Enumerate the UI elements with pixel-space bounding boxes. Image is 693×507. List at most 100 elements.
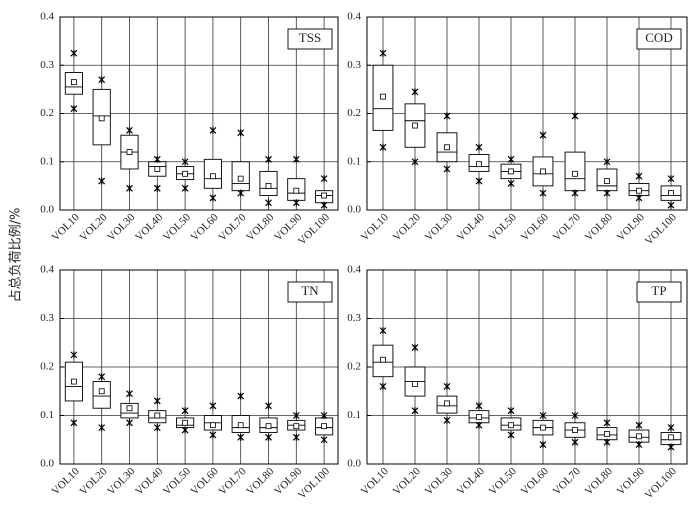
min-marker [539, 189, 547, 197]
mean-marker [668, 190, 674, 197]
mean-marker [380, 93, 386, 100]
y-tick-label: 0.4 [40, 11, 54, 23]
min-marker [379, 382, 387, 390]
x-tick-label: VOL20 [391, 211, 424, 244]
y-tick-label: 0.0 [347, 458, 361, 470]
x-tick-label: VOL70 [551, 211, 584, 244]
max-marker [571, 112, 579, 120]
plot-frame [366, 269, 688, 465]
panel-title: TP [651, 283, 666, 298]
min-marker [411, 158, 419, 166]
y-tick-label: 0.0 [40, 204, 54, 216]
mean-marker [293, 423, 300, 430]
mean-marker [321, 192, 328, 199]
min-marker [292, 199, 300, 207]
min-marker [475, 177, 483, 185]
min-marker [443, 416, 451, 424]
x-tick-label: VOL50 [161, 211, 194, 244]
x-tick-label: VOL50 [161, 465, 194, 498]
x-tick-label: VOL30 [423, 211, 456, 244]
y-tick-label: 0.2 [40, 107, 54, 119]
min-marker [603, 438, 611, 446]
x-tick-label: VOL40 [455, 465, 488, 498]
y-tick-label: 0.1 [40, 155, 54, 167]
x-tick-label: VOL100 [643, 211, 679, 247]
min-marker [603, 189, 611, 197]
y-tick-label: 0.2 [347, 361, 361, 373]
mean-marker [572, 427, 578, 433]
min-marker [237, 433, 245, 441]
x-tick-label: VOL60 [519, 211, 552, 244]
max-marker [507, 407, 515, 415]
min-marker [209, 194, 217, 202]
x-tick-label: VOL80 [583, 465, 616, 498]
max-marker [603, 158, 611, 166]
max-marker [153, 155, 161, 163]
panel-title: COD [645, 30, 672, 45]
y-tick-label: 0.1 [347, 155, 361, 167]
max-marker [411, 88, 419, 96]
mean-marker [71, 378, 77, 385]
max-marker [320, 175, 328, 183]
y-tick-label: 0.1 [347, 409, 361, 421]
min-marker [209, 431, 217, 439]
min-marker [126, 419, 133, 427]
y-tick-label: 0.3 [40, 312, 54, 324]
min-marker [507, 179, 515, 187]
max-marker [70, 351, 78, 359]
min-marker [411, 407, 419, 415]
min-marker [181, 184, 189, 192]
x-tick-label: VOL100 [296, 465, 332, 501]
mean-marker [126, 149, 133, 156]
max-marker [475, 402, 483, 410]
mean-marker [508, 422, 514, 429]
mean-marker [636, 187, 642, 194]
mean-marker [237, 175, 244, 182]
x-tick-label: VOL20 [77, 465, 110, 498]
min-marker [70, 419, 78, 427]
x-tick-label: VOL50 [487, 211, 520, 244]
x-tick-label: VOL30 [105, 465, 138, 498]
mean-marker [265, 423, 272, 430]
title-box [636, 28, 682, 50]
mean-marker [668, 434, 674, 441]
panel-title: TN [301, 283, 319, 298]
min-marker [320, 201, 328, 209]
y-tick-label: 0.2 [347, 107, 361, 119]
y-tick-label: 0.0 [347, 204, 361, 216]
x-tick-label: VOL10 [359, 465, 392, 498]
x-tick-label: VOL80 [244, 465, 277, 498]
min-marker [265, 199, 272, 207]
max-marker [475, 143, 483, 151]
plot-frame [59, 16, 339, 211]
y-axis-label: 占总负荷比例/% [9, 208, 24, 303]
plot-frame [59, 269, 339, 465]
title-box [287, 281, 333, 303]
plot-frame [366, 16, 688, 211]
max-marker [539, 131, 547, 139]
mean-marker [209, 173, 216, 180]
mean-marker [98, 115, 105, 122]
x-tick-label: VOL60 [189, 211, 222, 244]
max-marker [126, 390, 133, 398]
x-tick-label: VOL30 [105, 211, 138, 244]
mean-marker [209, 422, 216, 429]
x-tick-label: VOL70 [216, 211, 249, 244]
max-marker [126, 126, 133, 134]
min-marker [320, 436, 328, 444]
x-tick-label: VOL40 [133, 211, 166, 244]
x-tick-label: VOL70 [551, 465, 584, 498]
min-marker [98, 424, 106, 432]
min-marker [507, 431, 515, 439]
max-marker [292, 412, 300, 419]
x-tick-label: VOL80 [244, 211, 277, 244]
mean-marker [412, 381, 418, 387]
min-marker [98, 177, 106, 185]
min-marker [153, 424, 161, 432]
min-marker [635, 441, 643, 449]
x-tick-label: VOL20 [391, 465, 424, 498]
y-tick-label: 0.0 [40, 458, 54, 470]
max-marker [379, 327, 387, 335]
mean-marker [71, 79, 77, 86]
mean-marker [154, 166, 161, 172]
